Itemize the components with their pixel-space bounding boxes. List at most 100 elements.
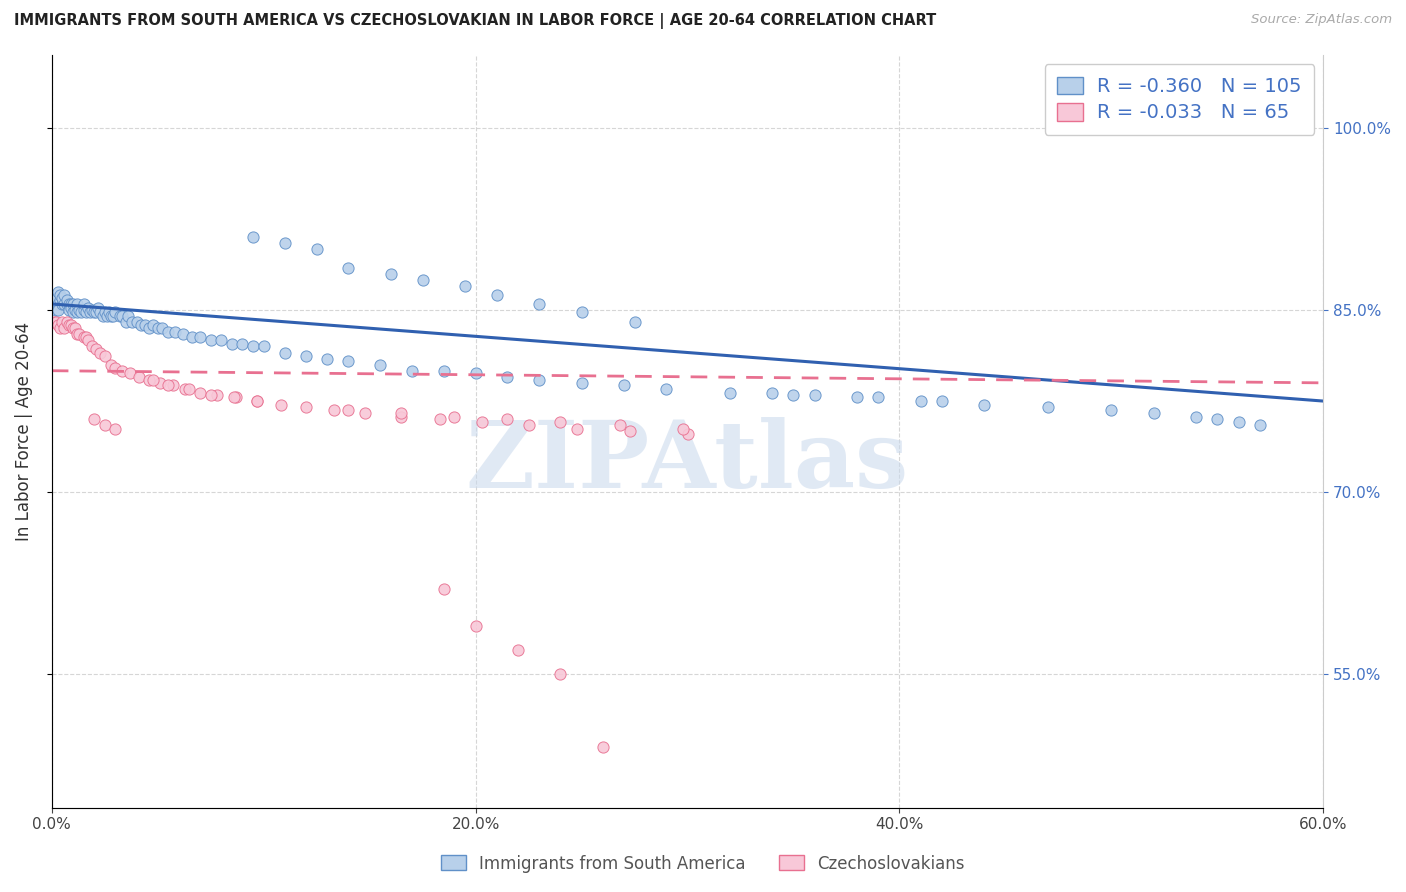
Point <box>1206 412 1229 426</box>
Point <box>87 301 110 315</box>
Point <box>205 388 228 402</box>
Point <box>1143 406 1166 420</box>
Point <box>1227 415 1250 429</box>
Point <box>46 318 69 332</box>
Point <box>83 305 105 319</box>
Point <box>58 318 80 332</box>
Point <box>337 354 360 368</box>
Text: ZIPAtlas: ZIPAtlas <box>465 417 910 507</box>
Point <box>567 422 589 436</box>
Point <box>75 305 97 319</box>
Point <box>62 305 84 319</box>
Point <box>46 285 69 299</box>
Point <box>76 334 98 348</box>
Point <box>55 293 77 308</box>
Point <box>120 366 142 380</box>
Point <box>401 364 423 378</box>
Point <box>59 297 82 311</box>
Point <box>391 409 413 424</box>
Point <box>83 412 105 426</box>
Point <box>98 305 121 319</box>
Point <box>42 315 65 329</box>
Point <box>45 291 67 305</box>
Point <box>337 402 360 417</box>
Point <box>592 739 614 754</box>
Point <box>66 297 89 311</box>
Point <box>49 293 72 308</box>
Point <box>162 378 184 392</box>
Point <box>117 309 139 323</box>
Point <box>45 303 67 318</box>
Point <box>868 391 890 405</box>
Point <box>138 373 160 387</box>
Point <box>63 321 86 335</box>
Point <box>128 369 150 384</box>
Point <box>496 369 519 384</box>
Point <box>609 418 631 433</box>
Point <box>51 315 73 329</box>
Point <box>242 230 264 244</box>
Point <box>174 382 197 396</box>
Point <box>67 327 90 342</box>
Point <box>104 422 127 436</box>
Point <box>180 330 202 344</box>
Point <box>443 409 465 424</box>
Point <box>142 373 165 387</box>
Point <box>115 315 138 329</box>
Point <box>121 315 143 329</box>
Point <box>1036 400 1059 414</box>
Point <box>623 315 645 329</box>
Point <box>527 373 550 387</box>
Point <box>253 339 276 353</box>
Point <box>125 315 148 329</box>
Point <box>55 297 77 311</box>
Point <box>104 305 127 319</box>
Point <box>66 327 89 342</box>
Point <box>84 305 107 319</box>
Point <box>66 305 89 319</box>
Point <box>225 391 247 405</box>
Point <box>70 305 93 319</box>
Point <box>231 337 253 351</box>
Point <box>59 301 82 315</box>
Point <box>506 643 529 657</box>
Point <box>305 243 328 257</box>
Point <box>527 297 550 311</box>
Point <box>354 406 377 420</box>
Point <box>222 391 245 405</box>
Point <box>72 303 94 318</box>
Point <box>63 303 86 318</box>
Point <box>464 366 486 380</box>
Point <box>380 267 402 281</box>
Point <box>129 318 152 332</box>
Point <box>846 391 869 405</box>
Point <box>51 297 73 311</box>
Point <box>274 236 297 251</box>
Point <box>53 288 76 302</box>
Point <box>138 321 160 335</box>
Point <box>433 364 456 378</box>
Point <box>242 339 264 353</box>
Point <box>295 400 318 414</box>
Point <box>1185 409 1208 424</box>
Point <box>782 388 804 402</box>
Point <box>412 273 434 287</box>
Point <box>246 394 269 409</box>
Point <box>619 425 641 439</box>
Point <box>67 303 90 318</box>
Point <box>485 288 508 302</box>
Point <box>93 349 115 363</box>
Point <box>146 321 169 335</box>
Point <box>368 358 391 372</box>
Point <box>1249 418 1271 433</box>
Point <box>464 618 486 632</box>
Point <box>72 297 94 311</box>
Text: Source: ZipAtlas.com: Source: ZipAtlas.com <box>1251 13 1392 27</box>
Point <box>53 321 76 335</box>
Legend: R = -0.360   N = 105, R = -0.033   N = 65: R = -0.360 N = 105, R = -0.033 N = 65 <box>1045 64 1315 135</box>
Point <box>80 339 103 353</box>
Point <box>91 309 114 323</box>
Point <box>803 388 825 402</box>
Point <box>517 418 540 433</box>
Point <box>391 406 413 420</box>
